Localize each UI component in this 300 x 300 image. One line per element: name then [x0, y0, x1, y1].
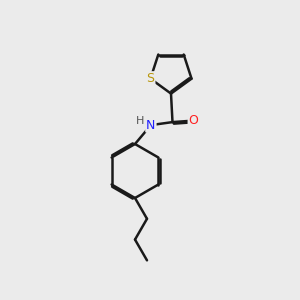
- Text: S: S: [146, 72, 154, 85]
- Text: O: O: [189, 114, 198, 127]
- Text: H: H: [136, 116, 145, 126]
- Text: N: N: [146, 118, 156, 132]
